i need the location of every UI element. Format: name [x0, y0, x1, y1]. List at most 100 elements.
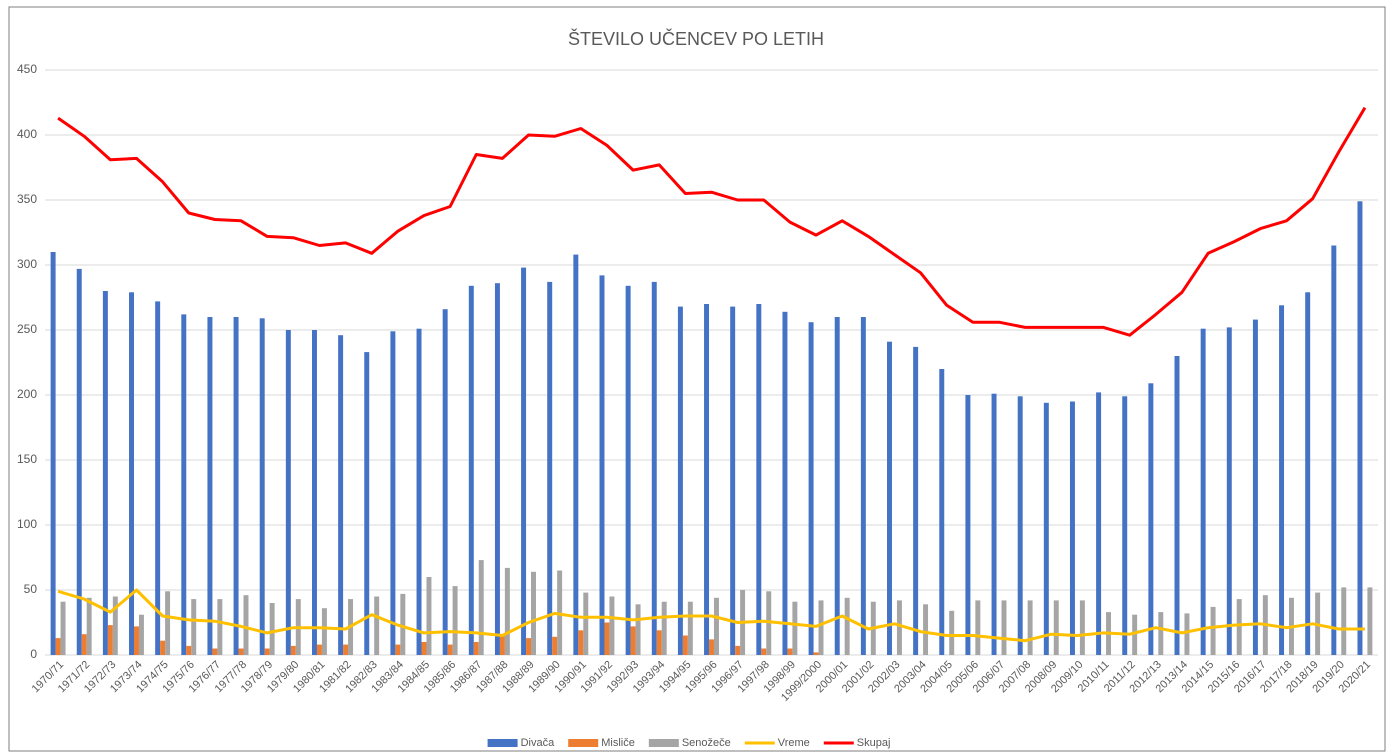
bar — [531, 571, 536, 655]
bar — [1027, 600, 1033, 655]
bar — [321, 608, 327, 655]
legend-label: Misliče — [601, 737, 635, 749]
bar — [160, 640, 166, 655]
bar — [552, 636, 558, 655]
bar — [343, 644, 349, 655]
bar — [447, 644, 453, 655]
y-tick-label: 250 — [17, 322, 37, 336]
bar — [1357, 201, 1363, 656]
bar — [609, 596, 615, 655]
bar — [452, 586, 458, 655]
y-tick-label: 200 — [17, 387, 37, 401]
bar — [913, 346, 919, 655]
legend-label: Divača — [521, 737, 556, 749]
bar — [207, 317, 213, 655]
bar — [494, 283, 500, 655]
bar — [473, 642, 479, 655]
bar — [573, 254, 579, 655]
bar — [129, 292, 134, 655]
bar — [949, 610, 955, 655]
bar — [1079, 600, 1085, 655]
bar — [1252, 319, 1258, 655]
bar — [1210, 606, 1216, 655]
bar — [1184, 613, 1190, 655]
y-tick-label: 400 — [17, 127, 37, 141]
bar — [400, 593, 406, 655]
bar — [713, 597, 719, 655]
bar — [1053, 600, 1059, 655]
bar — [264, 648, 270, 655]
bar — [896, 600, 902, 655]
bar — [1043, 402, 1049, 655]
legend-label: Skupaj — [857, 737, 891, 749]
bar — [338, 335, 344, 655]
bar — [661, 601, 667, 655]
bar — [599, 275, 605, 655]
legend-label: Vreme — [778, 737, 810, 749]
bar — [625, 285, 631, 655]
y-tick-label: 350 — [17, 192, 37, 206]
bar — [792, 601, 798, 655]
bar — [677, 306, 683, 655]
y-tick-label: 450 — [17, 62, 37, 76]
line — [57, 588, 1365, 643]
bar — [1122, 396, 1128, 655]
bar — [364, 352, 370, 655]
bar — [604, 622, 610, 655]
bar — [756, 304, 762, 655]
bar — [133, 626, 139, 655]
bar — [1331, 245, 1337, 655]
legend-swatch — [487, 739, 518, 747]
bar — [390, 331, 396, 655]
bar — [1132, 614, 1138, 655]
bar — [102, 291, 108, 655]
bar — [442, 309, 448, 655]
bar — [787, 648, 793, 655]
bar — [138, 614, 144, 655]
bar — [808, 322, 814, 655]
bar — [76, 268, 82, 655]
bar — [887, 341, 892, 655]
bar — [421, 642, 427, 655]
bar — [426, 577, 432, 655]
bar — [813, 652, 819, 655]
bar — [975, 600, 981, 655]
bar — [1305, 292, 1311, 655]
bar — [112, 596, 118, 655]
bar — [709, 639, 714, 655]
bar — [923, 604, 929, 655]
bar — [107, 625, 113, 655]
bar — [860, 317, 866, 655]
bar — [212, 648, 218, 655]
bar — [965, 395, 971, 655]
bar — [50, 252, 56, 655]
bar — [583, 592, 589, 655]
bar — [526, 638, 532, 655]
bar — [1174, 356, 1180, 655]
bar — [656, 630, 662, 655]
bar — [186, 645, 192, 655]
bar — [939, 369, 945, 655]
bar — [578, 630, 584, 655]
bar — [1001, 600, 1007, 655]
legend-label: Senožeče — [682, 737, 731, 749]
bar — [547, 281, 553, 655]
bar — [630, 626, 636, 655]
bar — [55, 638, 61, 655]
bar — [818, 600, 824, 655]
bar — [155, 301, 161, 655]
bar — [735, 645, 741, 655]
bar — [1226, 327, 1232, 655]
bar — [259, 318, 265, 655]
legend-swatch — [648, 739, 679, 747]
bar — [1341, 587, 1347, 655]
bar — [285, 330, 291, 655]
bar — [86, 597, 92, 655]
bar — [504, 567, 510, 655]
bar — [81, 634, 87, 655]
bar — [395, 644, 401, 655]
bar — [269, 603, 275, 655]
bar — [704, 304, 710, 655]
y-tick-label: 300 — [17, 257, 37, 271]
